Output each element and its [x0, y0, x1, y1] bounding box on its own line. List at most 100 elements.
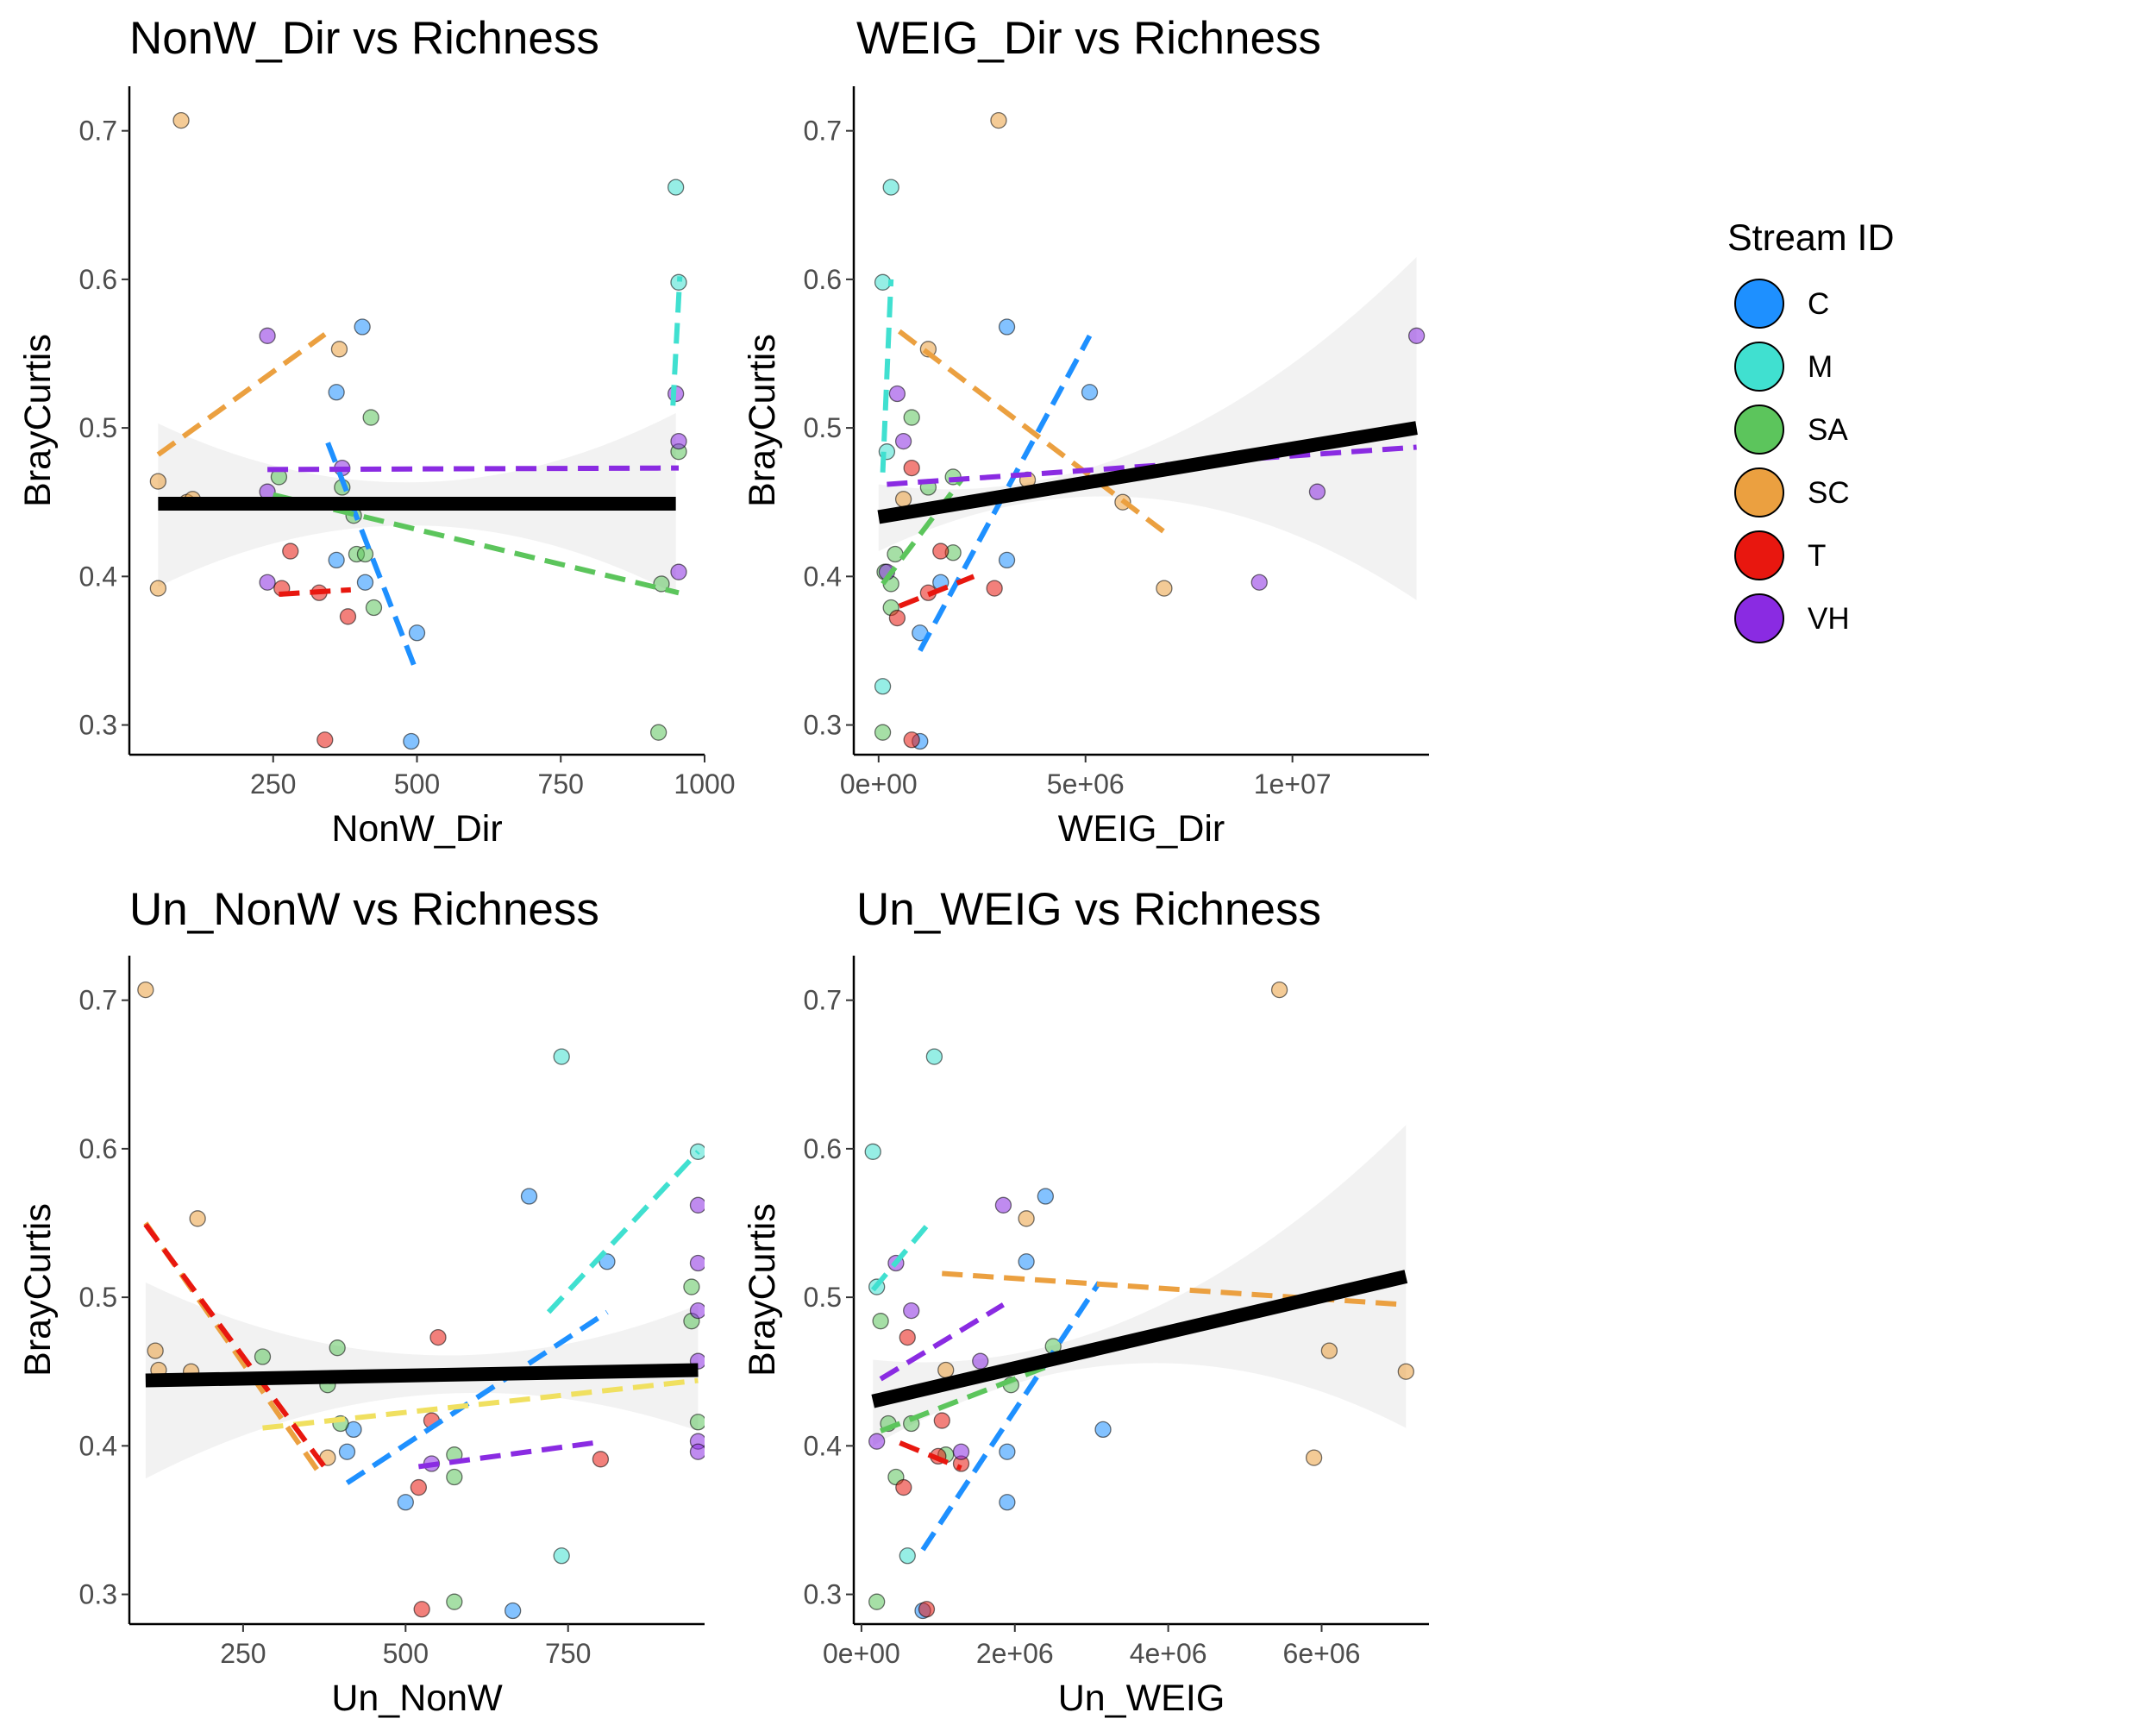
data-point-vh — [1308, 483, 1326, 500]
data-point-t — [429, 1328, 447, 1346]
data-point-vh — [1407, 327, 1426, 344]
data-point-m — [882, 179, 899, 196]
x-axis-label: Un_WEIG — [1058, 1678, 1225, 1719]
fit-line-c — [918, 334, 1093, 652]
data-point-c — [998, 318, 1016, 336]
fit-line-vh — [267, 465, 679, 473]
data-point-t — [592, 1451, 610, 1468]
data-point-t — [932, 543, 950, 560]
data-point-t — [899, 1328, 916, 1346]
x-axis-label: WEIG_Dir — [1058, 808, 1225, 850]
data-point-vh — [670, 563, 687, 580]
data-point-sa — [887, 545, 904, 563]
fit-line-sa — [881, 478, 964, 586]
x-axis-label: NonW_Dir — [331, 808, 502, 850]
fit-line-vh — [417, 1440, 595, 1470]
data-point-m — [553, 1547, 570, 1565]
data-point-c — [1081, 384, 1099, 401]
data-point-c — [599, 1253, 616, 1270]
x-tick-label: 6e+06 — [1283, 1638, 1361, 1669]
x-tick-label: 2e+06 — [976, 1638, 1054, 1669]
panel-title: Un_WEIG vs Richness — [856, 884, 1321, 935]
data-point-sc — [1320, 1342, 1338, 1359]
overall-fit-line — [877, 421, 1418, 524]
x-tick-label: 5e+06 — [1047, 768, 1125, 800]
legend-item-c: C — [1734, 279, 1829, 329]
legend-swatch — [1734, 593, 1784, 643]
x-tick-label: 0e+00 — [840, 768, 918, 800]
data-point-c — [403, 732, 420, 750]
y-axis-label: BrayCurtis — [17, 334, 59, 507]
x-axis-label: Un_NonW — [331, 1678, 503, 1719]
data-point-c — [520, 1188, 538, 1205]
fit-line-c — [345, 1309, 609, 1485]
legend-item-sa: SA — [1734, 405, 1848, 455]
plot-area — [864, 981, 1414, 1620]
y-tick-label: 0.4 — [804, 1430, 842, 1461]
fit-line-t — [899, 1440, 962, 1471]
x-tick-label: 500 — [394, 768, 440, 800]
data-point-c — [328, 551, 345, 569]
panels: 0.3 0.4 0.5 0.6 0.7 250 500 750 1000 NonW_Dir vs … — [17, 13, 1429, 1719]
data-point-vh — [670, 432, 687, 450]
data-point-t — [903, 459, 920, 477]
data-point-t — [410, 1478, 428, 1496]
x-tick-label: 750 — [538, 768, 584, 800]
x-tick-label: 4e+06 — [1130, 1638, 1207, 1669]
data-point-sc — [1270, 981, 1288, 999]
data-point-sa — [874, 724, 892, 741]
data-point-m — [670, 273, 687, 291]
legend-item-m: M — [1734, 342, 1833, 392]
fit-line-sc — [897, 329, 1166, 535]
plot-area — [137, 981, 705, 1620]
data-point-t — [986, 580, 1003, 597]
data-point-c — [328, 384, 345, 401]
panel-3: 0.3 0.4 0.5 0.6 0.7 250 500 750 Un_NonW vs Richn… — [17, 884, 705, 1719]
x-tick-label: 500 — [383, 1638, 429, 1669]
data-point-c — [354, 318, 371, 336]
fit-line-m — [880, 279, 894, 473]
data-point-c — [397, 1494, 414, 1511]
x-tick-label: 250 — [250, 768, 296, 800]
legend-swatch — [1734, 467, 1784, 518]
legend-swatch — [1734, 405, 1784, 455]
data-point-c — [999, 1443, 1016, 1460]
legend-item-t: T — [1734, 530, 1826, 580]
confidence-band — [878, 257, 1417, 600]
data-point-t — [317, 731, 334, 749]
data-point-sa — [254, 1348, 272, 1365]
y-tick-label: 0.6 — [79, 264, 117, 295]
x-tick-label: 1e+07 — [1254, 768, 1332, 800]
y-tick-label: 0.6 — [804, 1133, 842, 1164]
fit-line-t — [898, 574, 975, 609]
data-point-sa — [329, 1339, 346, 1357]
data-point-sc — [189, 1210, 206, 1227]
data-point-vh — [689, 1302, 705, 1320]
data-point-c — [1037, 1188, 1054, 1205]
data-point-sa — [689, 1414, 705, 1431]
data-point-m — [864, 1143, 881, 1160]
data-point-c — [999, 1494, 1016, 1511]
data-point-sa — [446, 1593, 463, 1610]
legend-item-sc: SC — [1734, 467, 1850, 518]
y-tick-label: 0.7 — [804, 116, 842, 147]
data-point-vh — [259, 327, 276, 344]
data-point-t — [339, 608, 357, 625]
data-point-c — [998, 551, 1016, 569]
fit-line-sa — [273, 492, 680, 596]
legend-swatch — [1734, 530, 1784, 580]
panel-1: 0.3 0.4 0.5 0.6 0.7 250 500 750 1000 NonW_Dir vs … — [17, 13, 736, 850]
data-point-t — [888, 609, 906, 627]
y-tick-label: 0.7 — [79, 985, 117, 1016]
data-point-t — [903, 731, 920, 749]
overall-fit-line — [145, 1363, 699, 1388]
data-point-sa — [868, 1593, 886, 1610]
data-point-vh — [994, 1196, 1012, 1214]
fit-line-t — [279, 586, 351, 597]
data-point-t — [918, 1601, 936, 1618]
data-point-m — [874, 678, 892, 695]
legend-label: SA — [1808, 413, 1848, 447]
data-point-sa — [365, 599, 383, 617]
data-point-m — [925, 1048, 943, 1065]
